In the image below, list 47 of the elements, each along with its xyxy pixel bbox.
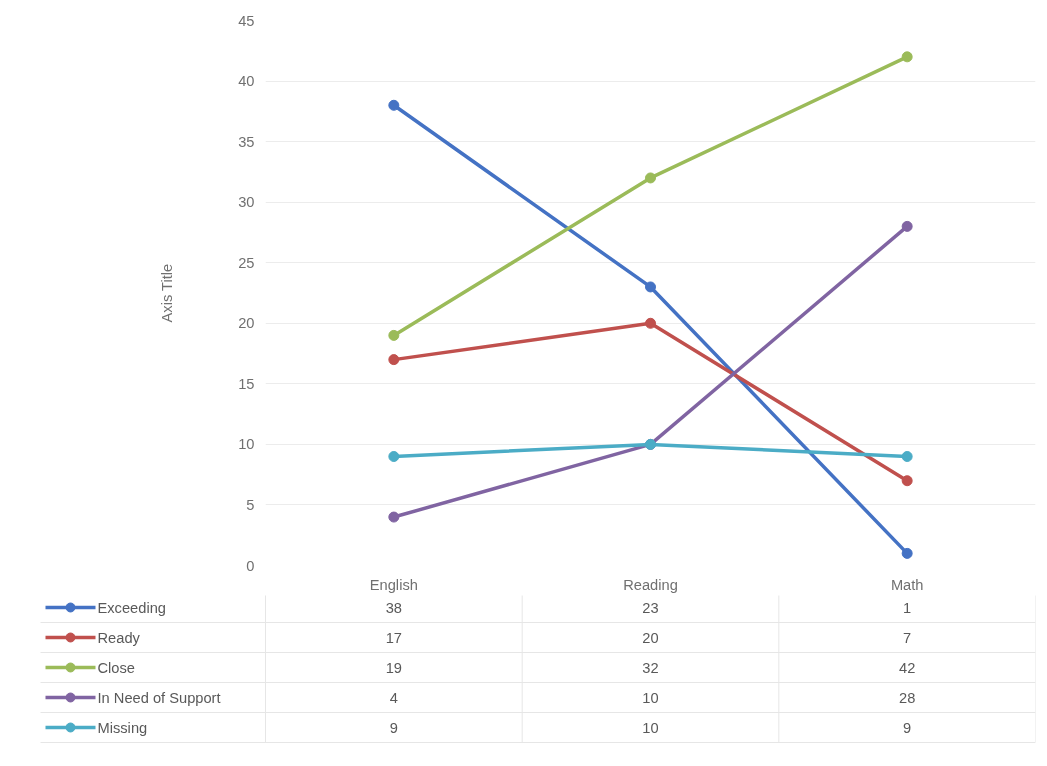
y-tick-label: 15: [238, 375, 255, 392]
y-tick-label: 35: [238, 133, 255, 150]
y-tick-label: 20: [238, 315, 255, 332]
point: [388, 511, 400, 523]
point: [645, 281, 656, 293]
data-label: 23: [642, 599, 659, 616]
data-label: 9: [389, 719, 398, 736]
legend-label: Ready: [97, 629, 141, 646]
y-tick-label: 10: [238, 436, 255, 453]
point: [645, 317, 656, 329]
point: [388, 354, 400, 366]
x-tick-label: Math: [890, 576, 924, 593]
y-tick-label: 0: [246, 557, 255, 574]
data-label: 10: [642, 719, 659, 736]
data-label: 28: [899, 689, 916, 706]
data-label: 42: [899, 659, 916, 676]
point: [901, 547, 913, 559]
legend-label: In Need of Support: [97, 689, 221, 706]
x-tick-label: English: [369, 576, 418, 593]
data-label: 20: [642, 629, 659, 646]
data-label: 32: [642, 659, 659, 676]
point: [388, 451, 400, 462]
data-label: 7: [903, 629, 912, 646]
y-tick-label: 40: [238, 73, 255, 90]
data-label: 4: [389, 689, 398, 706]
data-label: 19: [385, 659, 402, 676]
point: [901, 451, 913, 462]
y-tick-label: 30: [238, 194, 255, 211]
y-tick-label: 25: [238, 254, 255, 271]
y-tick-label: 45: [238, 12, 255, 29]
point: [645, 172, 656, 184]
legend-label: Close: [97, 659, 135, 676]
point: [901, 51, 913, 63]
y-tick-label: 5: [246, 496, 255, 513]
legend-label: Exceeding: [97, 599, 166, 616]
legend-label: Missing: [97, 719, 148, 736]
data-label: 1: [903, 599, 912, 616]
point: [901, 475, 913, 487]
data-label: 10: [642, 689, 659, 706]
point: [388, 99, 400, 111]
point: [388, 329, 400, 341]
x-tick-label: Reading: [623, 576, 678, 593]
data-label: 9: [903, 719, 912, 736]
data-label: 38: [385, 599, 402, 616]
y-axis-title: Axis Title: [159, 263, 176, 323]
point: [901, 220, 913, 232]
data-label: 17: [385, 629, 402, 646]
